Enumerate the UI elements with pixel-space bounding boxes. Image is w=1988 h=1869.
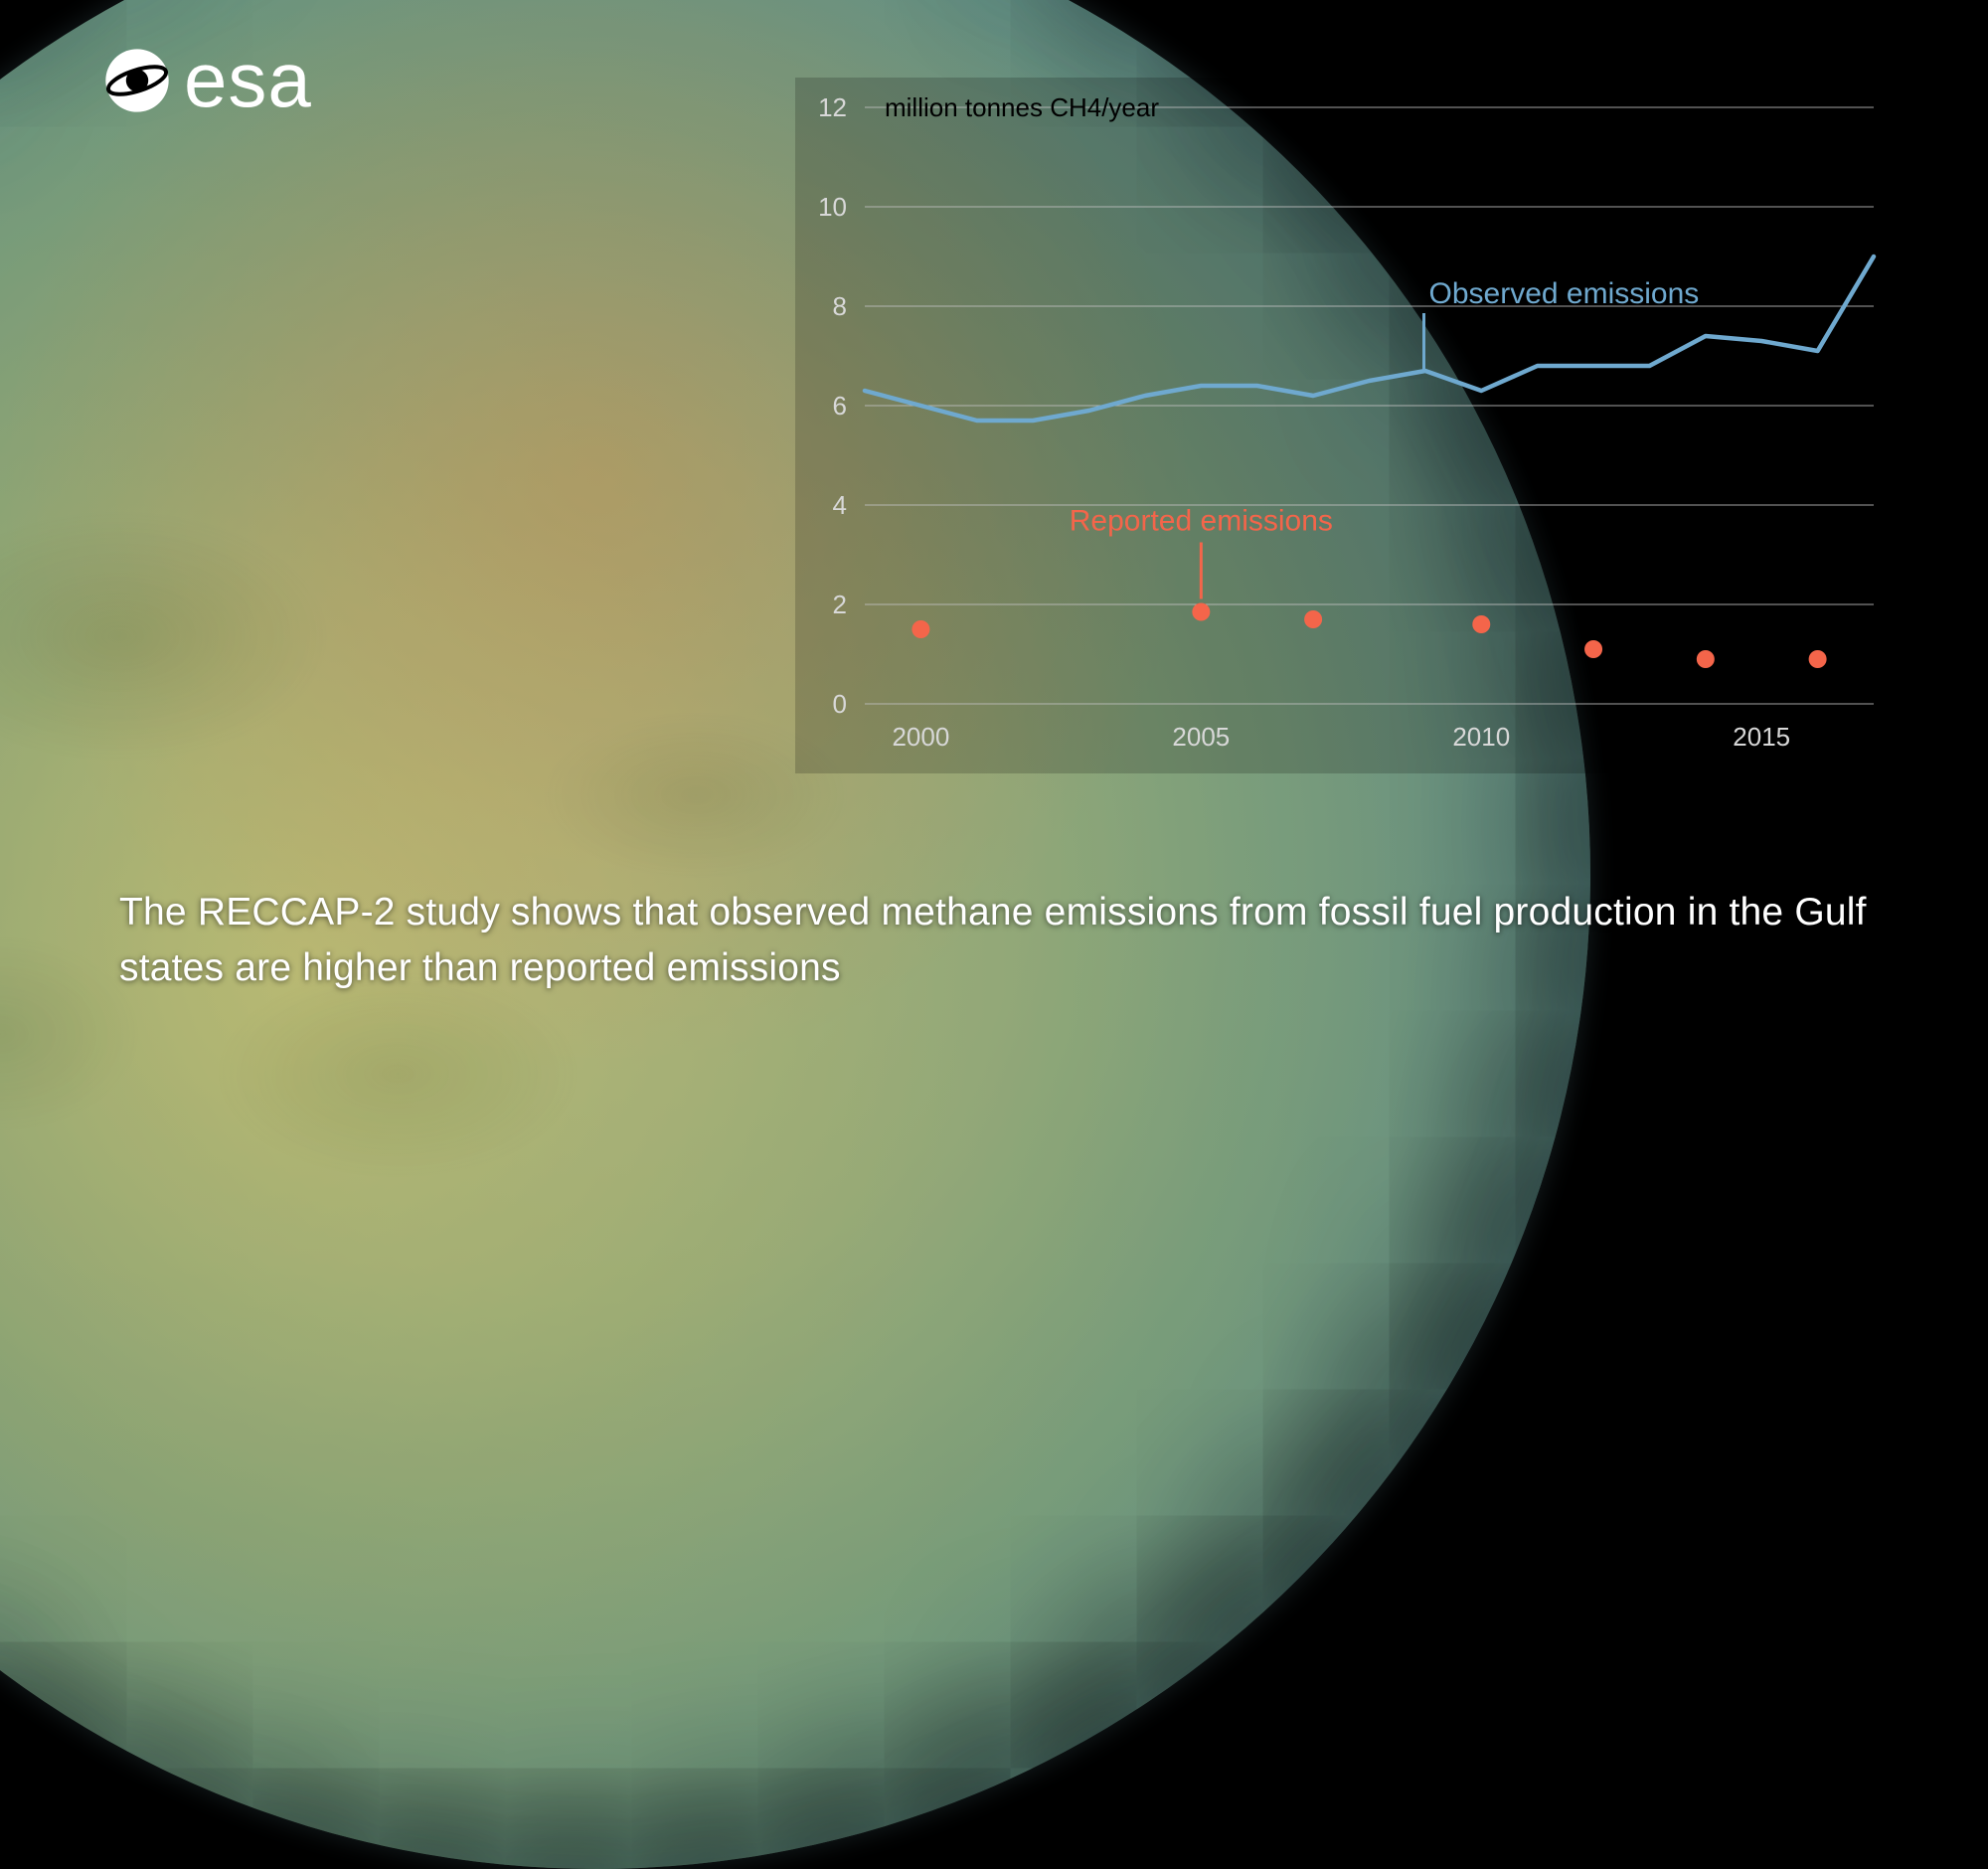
- svg-text:12: 12: [818, 92, 847, 122]
- esa-logo: esa: [104, 35, 312, 125]
- svg-text:0: 0: [833, 689, 847, 719]
- svg-text:4: 4: [833, 490, 847, 520]
- esa-logo-text: esa: [184, 35, 312, 125]
- series-observed: [865, 256, 1874, 421]
- caption-text: The RECCAP-2 study shows that observed m…: [119, 885, 1928, 995]
- svg-text:2000: 2000: [892, 722, 949, 752]
- svg-text:2005: 2005: [1172, 722, 1230, 752]
- chart-unit-label: million tonnes CH4/year: [885, 92, 1159, 122]
- svg-text:6: 6: [833, 391, 847, 421]
- series-reported-label: Reported emissions: [1070, 505, 1333, 599]
- emissions-chart: 0 2 4 6 8 10 12 2000 2005 2010 2015 million tonne…: [795, 78, 1908, 773]
- svg-text:2010: 2010: [1452, 722, 1510, 752]
- svg-text:2: 2: [833, 590, 847, 619]
- series-reported: [911, 603, 1826, 669]
- svg-text:2015: 2015: [1733, 722, 1790, 752]
- svg-text:Reported emissions: Reported emissions: [1070, 505, 1333, 538]
- stage: esa 0 2 4 6 8 10 12 2000 2005 2010 2015 million t…: [0, 0, 1988, 1075]
- emissions-chart-svg: 0 2 4 6 8 10 12 2000 2005 2010 2015 million tonne…: [795, 78, 1908, 773]
- series-observed-label: Observed emissions: [1424, 277, 1700, 373]
- chart-y-ticks: 0 2 4 6 8 10 12: [818, 92, 847, 719]
- svg-text:8: 8: [833, 291, 847, 321]
- chart-x-ticks: 2000 2005 2010 2015: [892, 722, 1790, 752]
- svg-text:10: 10: [818, 192, 847, 222]
- svg-text:Observed emissions: Observed emissions: [1429, 277, 1700, 310]
- esa-logo-mark: [104, 48, 170, 113]
- chart-gridlines: [865, 107, 1874, 704]
